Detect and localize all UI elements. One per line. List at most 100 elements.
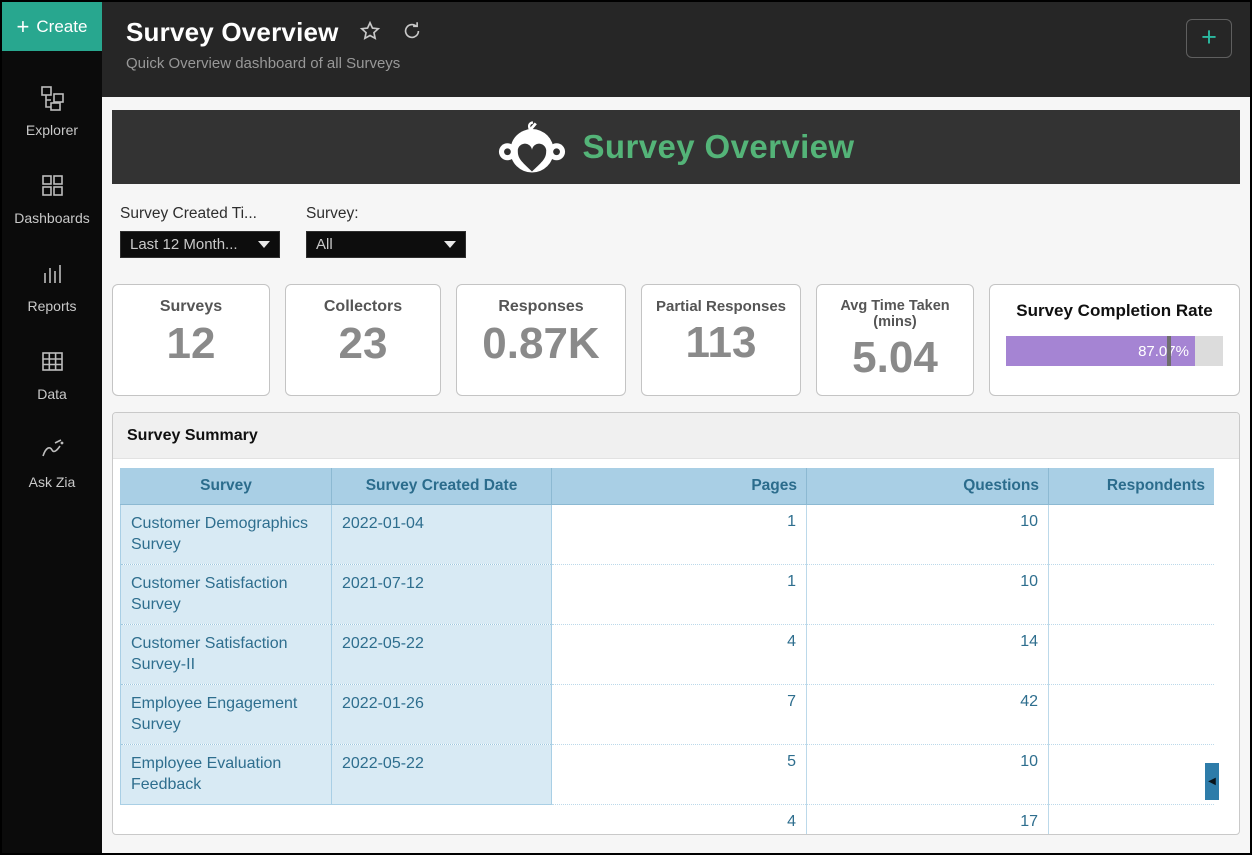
cell-survey: Employee Engagement Survey: [120, 684, 332, 745]
page-subtitle: Quick Overview dashboard of all Surveys: [126, 55, 401, 72]
filter-dropdown[interactable]: Last 12 Month...: [120, 231, 280, 258]
kpi-title: Collectors: [323, 298, 403, 315]
create-button-label: Create: [36, 16, 88, 36]
sidebar-item-label: Data: [37, 386, 67, 402]
cell-respondents: [1048, 564, 1214, 625]
kpi-card-completion-rate: Survey Completion Rate 87.07%: [989, 284, 1240, 396]
sidebar-item-explorer[interactable]: Explorer: [2, 67, 102, 155]
cell-survey: Customer Satisfaction Survey-II: [120, 624, 332, 685]
dashboards-icon: [39, 172, 66, 204]
cell-created: 2022-05-22: [331, 624, 552, 685]
data-icon: [39, 348, 66, 380]
cell-respondents: [1048, 624, 1214, 685]
cell-created: [331, 804, 552, 834]
table-scroll-handle[interactable]: ◀: [1205, 763, 1219, 800]
cell-survey: Customer Satisfaction Survey: [120, 564, 332, 625]
filters-row: Survey Created Ti... Last 12 Month... Su…: [120, 205, 1240, 258]
cell-survey: [120, 804, 332, 834]
plus-icon: +: [1201, 22, 1217, 52]
sidebar-nav: Explorer Dashboards Reports Data Ask Zia: [2, 67, 102, 507]
column-header-survey-created-date[interactable]: Survey Created Date: [331, 468, 552, 505]
survey-summary-panel: Survey Summary Survey Survey Created Date…: [112, 412, 1240, 835]
cell-respondents: [1048, 684, 1214, 745]
kpi-card: Surveys 12: [112, 284, 270, 396]
filter-label: Survey Created Ti...: [120, 205, 257, 222]
plus-icon: +: [16, 13, 30, 39]
cell-pages: 4: [551, 624, 807, 685]
dashboard-content: Survey Overview Survey Created Ti... Las…: [102, 97, 1250, 853]
kpi-title: Partial Responses: [655, 298, 787, 315]
surveymonkey-logo-icon: [498, 121, 566, 173]
column-header-respondents[interactable]: Respondents: [1048, 468, 1214, 505]
sidebar-item-label: Reports: [27, 298, 77, 314]
filter-label: Survey:: [306, 205, 359, 222]
chevron-down-icon: [258, 241, 270, 248]
kpi-value: 0.87K: [482, 319, 600, 368]
table-row: Customer Demographics Survey 2022-01-04 1 1…: [120, 504, 1214, 565]
cell-respondents: [1048, 744, 1214, 805]
table-row: Employee Engagement Survey 2022-01-26 7 42: [120, 684, 1214, 745]
filter: Survey Created Ti... Last 12 Month...: [120, 205, 280, 258]
sidebar-item-ask-zia[interactable]: Ask Zia: [2, 419, 102, 507]
cell-created: 2021-07-12: [331, 564, 552, 625]
cell-respondents: [1048, 504, 1214, 565]
kpi-card: Collectors 23: [285, 284, 441, 396]
cell-pages: 5: [551, 744, 807, 805]
explorer-icon: [39, 84, 66, 116]
cell-survey: Employee Evaluation Feedback: [120, 744, 332, 805]
cell-pages: 1: [551, 564, 807, 625]
filter: Survey: All: [306, 205, 466, 258]
kpi-value: 12: [166, 319, 216, 368]
sidebar-item-label: Ask Zia: [28, 474, 76, 490]
sidebar-item-reports[interactable]: Reports: [2, 243, 102, 331]
add-widget-button[interactable]: +: [1186, 19, 1232, 58]
sidebar-item-label: Dashboards: [14, 210, 90, 226]
kpi-value: 23: [338, 319, 388, 368]
cell-questions: 10: [806, 744, 1049, 805]
banner-title: Survey Overview: [582, 128, 855, 165]
sidebar-item-dashboards[interactable]: Dashboards: [2, 155, 102, 243]
cell-pages: 7: [551, 684, 807, 745]
completion-progress-bar: 87.07%: [1006, 336, 1223, 366]
create-button[interactable]: + Create: [2, 2, 102, 51]
kpi-value: 113: [685, 318, 757, 367]
cell-questions: 10: [806, 564, 1049, 625]
column-header-pages[interactable]: Pages: [551, 468, 807, 505]
dashboard-banner: Survey Overview: [112, 110, 1240, 184]
favorite-star-icon[interactable]: [359, 20, 381, 46]
kpi-card: Responses 0.87K: [456, 284, 626, 396]
arrow-left-icon: ◀: [1208, 775, 1216, 787]
panel-title: Survey Summary: [113, 413, 1239, 459]
cell-questions: 10: [806, 504, 1049, 565]
ask-zia-icon: [39, 436, 66, 468]
column-header-questions[interactable]: Questions: [806, 468, 1049, 505]
sidebar: + Create Explorer Dashboards Reports Dat…: [2, 2, 102, 853]
cell-created: 2022-05-22: [331, 744, 552, 805]
refresh-icon[interactable]: [401, 20, 423, 46]
kpi-card: Partial Responses 113: [641, 284, 801, 396]
sidebar-item-data[interactable]: Data: [2, 331, 102, 419]
sidebar-item-label: Explorer: [25, 122, 79, 138]
cell-created: 2022-01-04: [331, 504, 552, 565]
kpi-title: Avg Time Taken (mins): [840, 298, 950, 330]
progress-label: 87.07%: [1138, 342, 1189, 360]
dropdown-value: All: [316, 236, 333, 253]
cell-pages: 1: [551, 504, 807, 565]
progress-fill: 87.07%: [1006, 336, 1195, 366]
cell-survey: Customer Demographics Survey: [120, 504, 332, 565]
table-row: Customer Satisfaction Survey 2021-07-12 1 1…: [120, 564, 1214, 625]
column-header-survey[interactable]: Survey: [120, 468, 332, 505]
cell-questions: 14: [806, 624, 1049, 685]
filter-dropdown[interactable]: All: [306, 231, 466, 258]
chevron-down-icon: [444, 241, 456, 248]
reports-icon: [39, 260, 66, 292]
table-row: Employee Evaluation Feedback 2022-05-22 5 1…: [120, 744, 1214, 805]
cell-created: 2022-01-26: [331, 684, 552, 745]
progress-marker: [1166, 336, 1171, 366]
kpi-card: Avg Time Taken (mins) 5.04: [816, 284, 974, 396]
cell-pages: 4: [551, 804, 807, 834]
kpi-value: 5.04: [852, 333, 938, 382]
cell-questions: 17: [806, 804, 1049, 834]
table-row: 4 17: [120, 804, 1214, 834]
